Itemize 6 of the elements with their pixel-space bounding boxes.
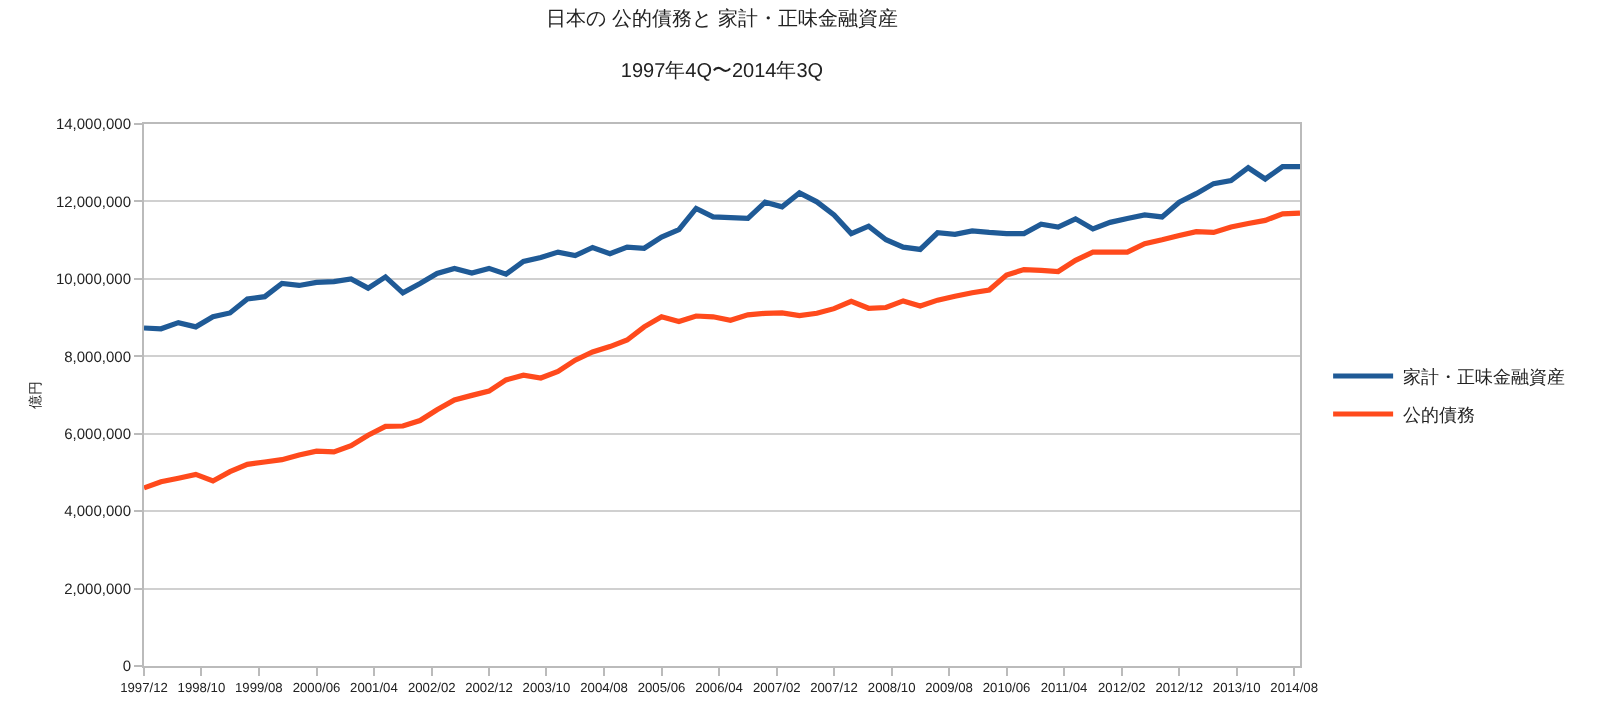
legend-label: 家計・正味金融資産 bbox=[1403, 367, 1566, 388]
legend-label: 公的債務 bbox=[1403, 405, 1476, 426]
line-series bbox=[144, 210, 1300, 491]
chart-subtitle: 1997年4Q〜2014年3Q bbox=[620, 59, 824, 84]
line-series bbox=[144, 163, 1300, 332]
chart-title: 日本の 公的債務と 家計・正味金融資産 bbox=[546, 7, 898, 32]
